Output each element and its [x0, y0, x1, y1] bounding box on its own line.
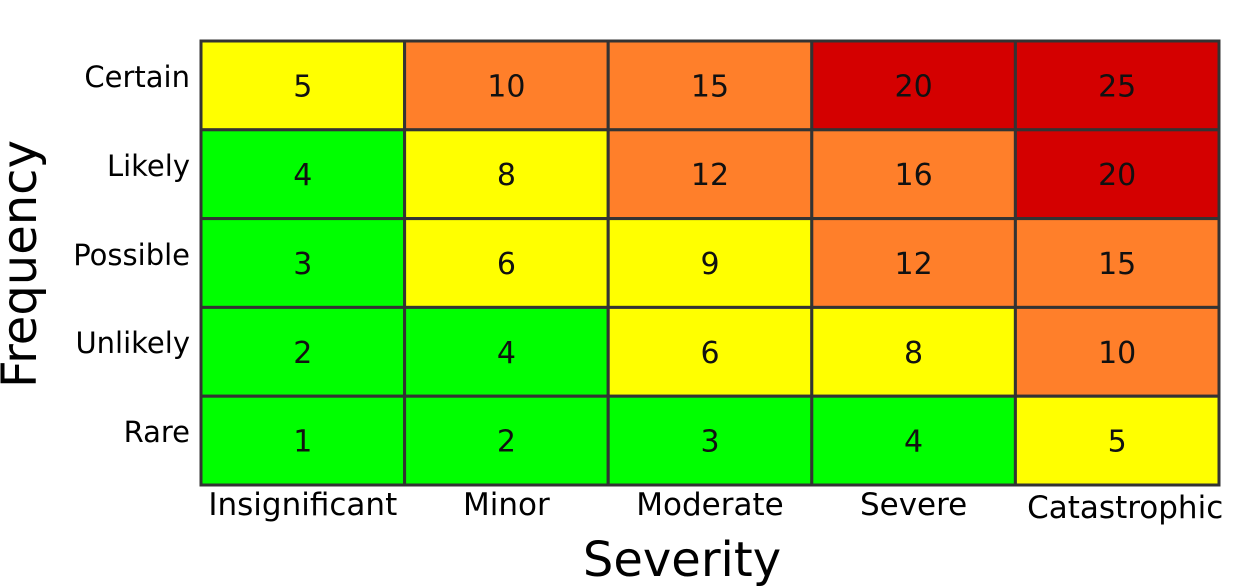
cell-possible-moderate [606, 217, 814, 309]
cell-likely-catastrophic [1013, 128, 1221, 221]
cell-rare-insignificant [199, 394, 407, 487]
cell-value: 2 [497, 425, 516, 460]
cell-value: 16 [895, 158, 933, 193]
cell-value: 15 [691, 69, 729, 104]
cell-possible-severe [810, 217, 1017, 309]
cell-value: 5 [1108, 425, 1127, 460]
cell-value: 15 [1098, 247, 1136, 282]
cell-value: 4 [904, 425, 923, 460]
cell-value: 12 [691, 158, 729, 193]
cell-value: 10 [487, 69, 525, 104]
cell-value: 20 [1098, 158, 1136, 193]
row-label-unlikely: Unlikely [75, 326, 190, 361]
cell-value: 6 [497, 247, 516, 282]
cell-value: 10 [1098, 336, 1136, 371]
cell-unlikely-catastrophic [1013, 305, 1221, 398]
row-label-possible: Possible [73, 237, 190, 272]
col-label-moderate: Moderate [636, 487, 784, 523]
cell-value: 25 [1098, 69, 1136, 104]
x-axis-title: Severity [582, 532, 782, 588]
cell-certain-insignificant [199, 39, 407, 132]
row-label-likely: Likely [106, 148, 190, 183]
row-label-certain: Certain [84, 60, 190, 94]
cell-possible-minor [403, 217, 610, 309]
cell-possible-catastrophic [1013, 217, 1221, 309]
cell-value: 20 [895, 69, 933, 104]
cell-value: 3 [700, 425, 719, 460]
cell-unlikely-insignificant [199, 305, 407, 398]
cell-rare-minor [403, 394, 610, 487]
cell-unlikely-minor [403, 305, 610, 398]
row-label-rare: Rare [123, 415, 190, 450]
cell-value: 3 [293, 247, 312, 282]
cell-value: 4 [497, 336, 516, 371]
cell-likely-moderate [606, 128, 814, 221]
col-label-insignificant: Insignificant [208, 487, 398, 523]
y-axis-title: Frequency [0, 140, 48, 388]
col-label-minor: Minor [463, 487, 550, 523]
cell-value: 6 [700, 336, 719, 371]
cell-possible-insignificant [199, 217, 407, 309]
cell-value: 8 [497, 158, 516, 193]
cell-rare-moderate [606, 394, 814, 487]
cell-rare-catastrophic [1013, 394, 1221, 487]
cell-value: 8 [904, 336, 923, 371]
cell-value: 2 [293, 336, 312, 371]
cell-value: 9 [700, 247, 719, 282]
cell-certain-catastrophic [1013, 39, 1221, 132]
cell-value: 12 [895, 247, 933, 282]
cell-unlikely-moderate [606, 305, 814, 398]
cell-value: 4 [293, 158, 312, 193]
cell-value: 1 [293, 425, 312, 460]
cell-rare-severe [810, 394, 1017, 487]
cell-value: 5 [293, 69, 312, 104]
col-label-severe: Severe [859, 487, 968, 523]
col-label-catastrophic: Catastrophic [1027, 490, 1224, 526]
